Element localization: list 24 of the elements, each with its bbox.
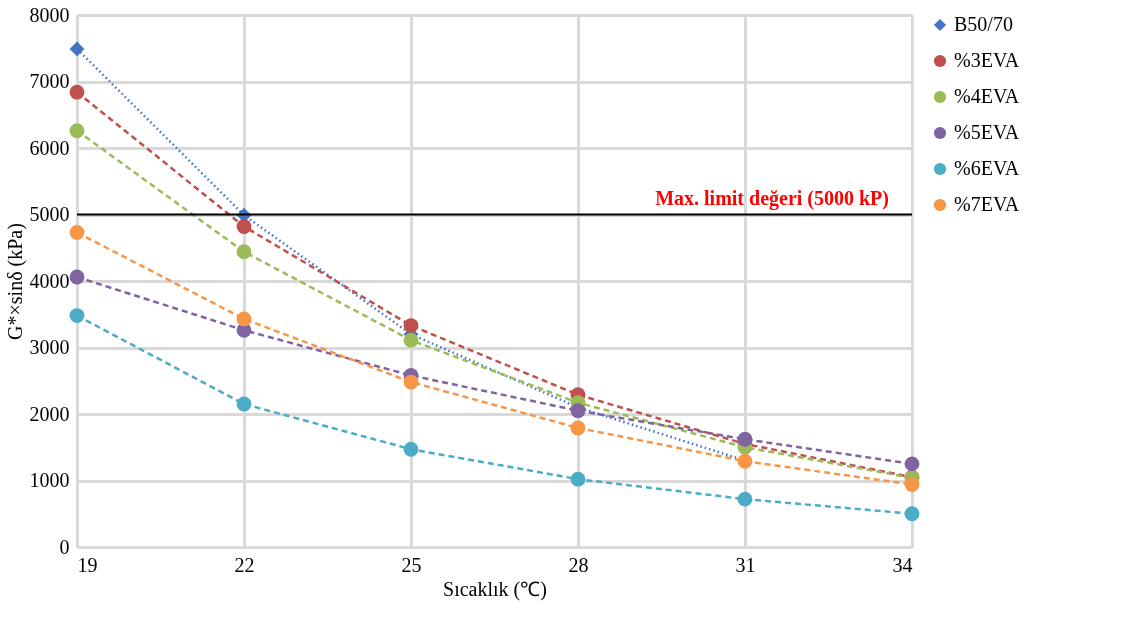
y-axis-title: G*×sinδ (kPa) (3, 223, 27, 340)
y-tick-label: 4000 (29, 269, 70, 292)
x-tick-label: 28 (568, 553, 589, 576)
y-tick-label: 1000 (29, 469, 70, 491)
legend-label: B50/70 (954, 13, 1013, 35)
y-tick-label: 3000 (29, 336, 70, 358)
x-tick-label: 19 (77, 553, 98, 576)
legend-label: %7EVA (954, 193, 1020, 215)
legend-label: %3EVA (954, 49, 1020, 71)
x-axis-title: Sıcaklık (℃) (443, 577, 547, 601)
x-tick-label: 31 (735, 553, 756, 576)
y-tick-label: 2000 (29, 402, 70, 425)
y-tick-label: 8000 (29, 3, 70, 26)
x-tick-label: 34 (892, 553, 913, 576)
legend-label: %5EVA (954, 121, 1020, 143)
y-tick-label: 7000 (29, 70, 70, 92)
y-tick-label: 6000 (29, 136, 70, 159)
x-tick-label: 25 (401, 553, 422, 576)
legend-label: %4EVA (954, 85, 1020, 107)
y-tick-label: 5000 (29, 203, 70, 225)
ref-line-label: Max. limit değeri (5000 kP) (655, 186, 889, 210)
y-tick-label: 0 (59, 535, 70, 558)
legend-label: %6EVA (954, 157, 1020, 179)
x-tick-label: 22 (234, 553, 255, 576)
